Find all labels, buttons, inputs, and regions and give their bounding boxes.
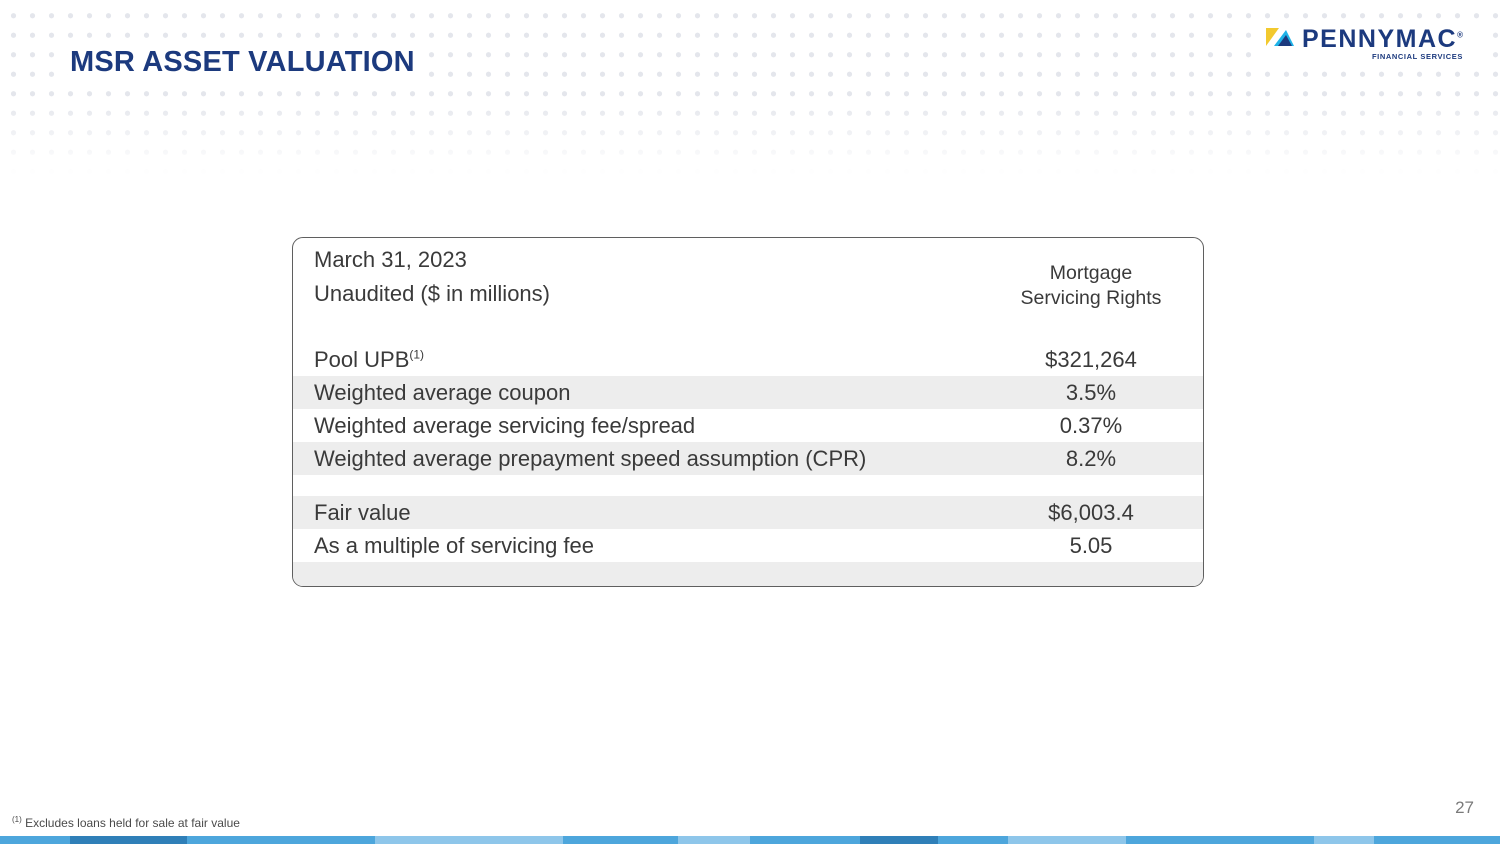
table-row: Weighted average servicing fee/spread 0.… bbox=[293, 409, 1203, 442]
slide-title: MSR ASSET VALUATION bbox=[68, 46, 417, 79]
page-number: 27 bbox=[1455, 798, 1474, 817]
row-label: Weighted average coupon bbox=[314, 380, 571, 405]
row-value: 8.2% bbox=[1065, 446, 1117, 471]
row-value: $6,003.4 bbox=[1048, 500, 1134, 525]
logo-subtitle: FINANCIAL SERVICES bbox=[1372, 52, 1463, 61]
row-label: As a multiple of servicing fee bbox=[314, 533, 595, 558]
row-label: Fair value bbox=[314, 500, 411, 525]
column-header: Mortgage Servicing Rights bbox=[1020, 262, 1162, 309]
logo-mark-icon bbox=[1266, 28, 1294, 46]
row-value: $321,264 bbox=[1045, 347, 1137, 372]
table-unit: Unaudited ($ in millions) bbox=[314, 281, 550, 306]
logo-name: PENNYMAC® bbox=[1302, 25, 1465, 53]
row-value: 3.5% bbox=[1065, 380, 1117, 405]
footnote-marker: (1) bbox=[12, 815, 22, 824]
table-row: Fair value $6,003.4 bbox=[293, 496, 1203, 529]
row-value: 5.05 bbox=[1069, 533, 1113, 558]
footnote: (1) Excludes loans held for sale at fair… bbox=[12, 815, 240, 830]
table-row-spacer bbox=[293, 562, 1203, 586]
table-date: March 31, 2023 bbox=[314, 247, 467, 272]
table-row: As a multiple of servicing fee 5.05 bbox=[293, 529, 1203, 562]
row-label: Weighted average servicing fee/spread bbox=[314, 413, 696, 438]
row-value: 0.37% bbox=[1059, 413, 1123, 438]
bottom-color-bar bbox=[0, 836, 1500, 844]
table-row: Weighted average coupon 3.5% bbox=[293, 376, 1203, 409]
footnote-marker: (1) bbox=[409, 347, 425, 362]
row-label: Pool UPB(1) bbox=[314, 347, 425, 372]
valuation-table: March 31, 2023 Unaudited ($ in millions)… bbox=[292, 237, 1204, 587]
table-row: Weighted average prepayment speed assump… bbox=[293, 442, 1203, 475]
company-logo: PENNYMAC® FINANCIAL SERVICES bbox=[1262, 24, 1482, 64]
dot-pattern-background bbox=[0, 0, 1500, 175]
table-row: Pool UPB(1) $321,264 bbox=[293, 343, 1203, 376]
row-label: Weighted average prepayment speed assump… bbox=[314, 446, 867, 471]
